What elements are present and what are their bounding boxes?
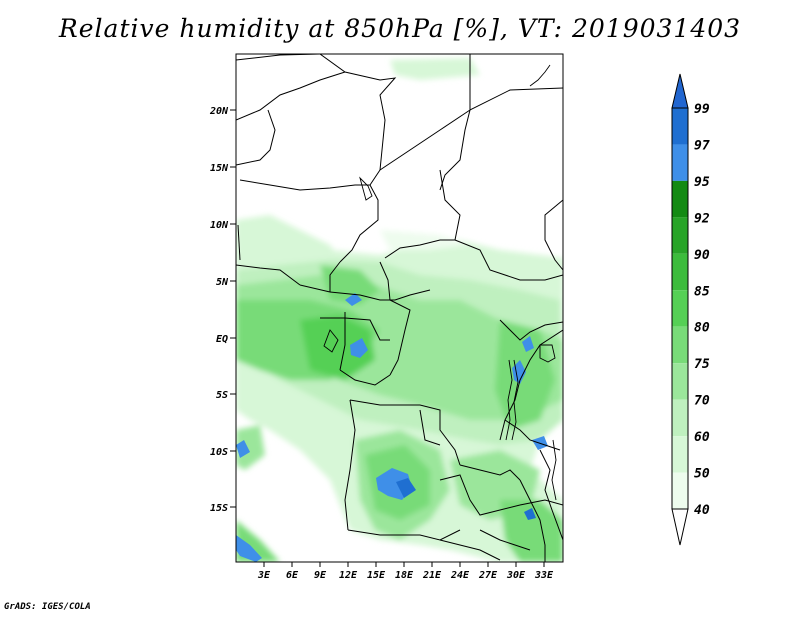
lon-tick-label: 9E xyxy=(314,570,327,581)
map-title: Relative humidity at 850hPa [%], VT: 201… xyxy=(58,14,742,43)
lat-tick-label: 10N xyxy=(210,220,229,231)
lon-tick-label: 12E xyxy=(339,570,358,581)
colorbar-label: 92 xyxy=(694,211,710,226)
lon-tick-label: 30E xyxy=(506,570,526,581)
colorbar-swatch xyxy=(672,363,688,400)
lon-tick-label: 6E xyxy=(286,570,299,581)
colorbar-swatch xyxy=(672,326,688,364)
country-borders xyxy=(236,54,563,562)
colorbar-label: 60 xyxy=(694,430,710,445)
lat-tick-label: 5N xyxy=(216,277,229,288)
map-frame xyxy=(235,53,564,563)
grads-credit: GrADS: IGES/COLA xyxy=(4,602,91,612)
colorbar-label: 90 xyxy=(694,248,710,263)
lat-tick-label: 20N xyxy=(209,106,229,117)
colorbar-swatch xyxy=(672,180,688,218)
colorbar-swatch xyxy=(672,217,688,254)
colorbar-label: 40 xyxy=(694,503,710,518)
colorbar-swatch xyxy=(672,144,688,181)
colorbar-label: 95 xyxy=(694,175,710,190)
colorbar-label: 50 xyxy=(694,467,710,482)
lat-tick-label: 10S xyxy=(210,447,228,458)
colorbar: 99 97 95 92 90 85 80 75 70 60 50 40 xyxy=(671,73,710,546)
lon-tick-label: 15E xyxy=(367,570,386,581)
lat-tick-label: EQ xyxy=(216,334,228,345)
colorbar-label: 75 xyxy=(694,357,710,372)
colorbar-label: 70 xyxy=(694,394,710,409)
colorbar-swatch xyxy=(672,253,688,291)
colorbar-frame xyxy=(671,107,689,510)
colorbar-label: 80 xyxy=(694,321,710,336)
lon-tick-label: 18E xyxy=(395,570,414,581)
lat-tick-label: 15N xyxy=(210,163,229,174)
lon-tick-label: 24E xyxy=(450,570,470,581)
colorbar-swatch xyxy=(672,472,688,509)
lat-axis: 20N 15N 10N 5N EQ 5S 10S 15S xyxy=(209,106,236,514)
colorbar-swatch xyxy=(672,436,688,473)
lon-tick-label: 33E xyxy=(534,570,554,581)
lat-tick-label: 15S xyxy=(210,503,228,514)
lon-tick-label: 27E xyxy=(478,570,498,581)
lat-tick-label: 5S xyxy=(216,390,228,401)
colorbar-label: 97 xyxy=(694,138,710,153)
colorbar-top-arrow xyxy=(671,73,689,109)
lakes-and-coasts xyxy=(323,64,557,501)
colorbar-swatch xyxy=(672,108,688,145)
colorbar-swatch xyxy=(672,399,688,437)
colorbar-label: 99 xyxy=(694,102,710,117)
colorbar-bottom-arrow xyxy=(671,508,689,546)
lon-tick-label: 21E xyxy=(422,570,442,581)
lon-tick-label: 3E xyxy=(257,570,271,581)
colorbar-swatch xyxy=(672,290,688,327)
humidity-field xyxy=(236,54,563,562)
lon-axis: 3E 6E 9E 12E 15E 18E 21E 24E 27E 30E 33E xyxy=(257,562,554,581)
colorbar-label: 85 xyxy=(694,284,710,299)
